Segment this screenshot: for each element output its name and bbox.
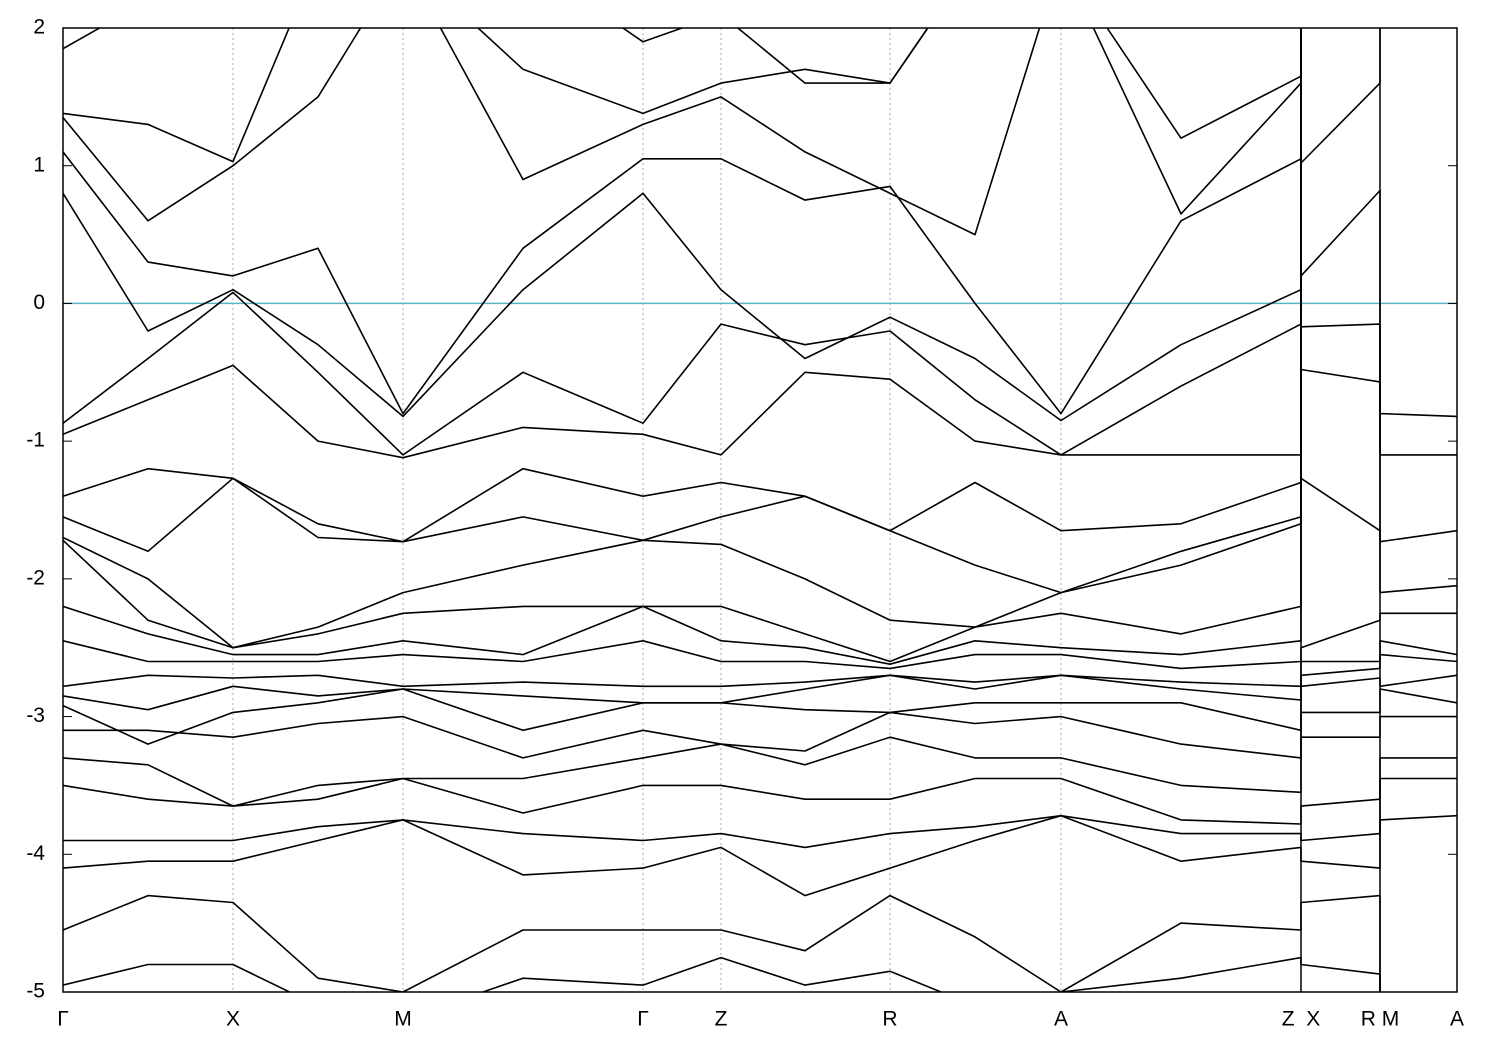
y-tick-label: -1 — [26, 429, 45, 452]
band-line — [63, 814, 1457, 897]
band-line — [63, 653, 1457, 711]
y-tick-label: -5 — [26, 980, 45, 1003]
band-line — [63, 368, 1457, 663]
y-tick-label: 1 — [33, 153, 45, 176]
bands — [63, 28, 1457, 992]
band-line — [63, 688, 1457, 759]
x-tick-label: R — [882, 1008, 897, 1031]
band-line — [63, 28, 1381, 543]
x-tick-label: Γ — [57, 1008, 69, 1031]
band-line — [63, 28, 1302, 163]
band-line — [63, 612, 1457, 670]
x-tick-label: A — [1450, 1008, 1464, 1031]
x-tick-label: Z X — [1282, 1008, 1321, 1031]
x-tick-label: A — [1054, 1008, 1068, 1031]
labels: 2 1 0 -1 -2 -3 -4 -5 Γ X M Γ Z R A Z X R M A — [26, 16, 1464, 1031]
plot-frame — [62, 27, 1458, 993]
band-line — [63, 757, 1457, 825]
x-tick-label: M — [394, 1008, 412, 1031]
band-line — [63, 28, 929, 84]
y-tick-label: -4 — [26, 842, 45, 865]
band-line — [63, 715, 1457, 807]
x-tick-label: Γ — [637, 1008, 649, 1031]
band-line — [63, 674, 1457, 745]
y-tick-label: 0 — [33, 291, 45, 314]
band-line — [63, 956, 1381, 992]
x-tick-label: Z — [715, 1008, 728, 1031]
y-tick-label: -3 — [26, 704, 45, 727]
grid — [62, 28, 1458, 992]
x-tick-label: X — [226, 1008, 240, 1031]
band-line — [63, 477, 1457, 665]
band-line — [63, 640, 1457, 688]
frame — [62, 27, 1458, 993]
band-line — [63, 894, 1381, 992]
y-tick-label: -2 — [26, 566, 45, 589]
band-line — [63, 777, 1457, 849]
band-line — [63, 189, 1457, 594]
band-line — [63, 323, 1457, 649]
x-tick-label: R M — [1361, 1008, 1400, 1031]
y-tick-label: 2 — [33, 16, 45, 39]
band-line — [63, 28, 1302, 236]
band-line — [63, 28, 1302, 422]
